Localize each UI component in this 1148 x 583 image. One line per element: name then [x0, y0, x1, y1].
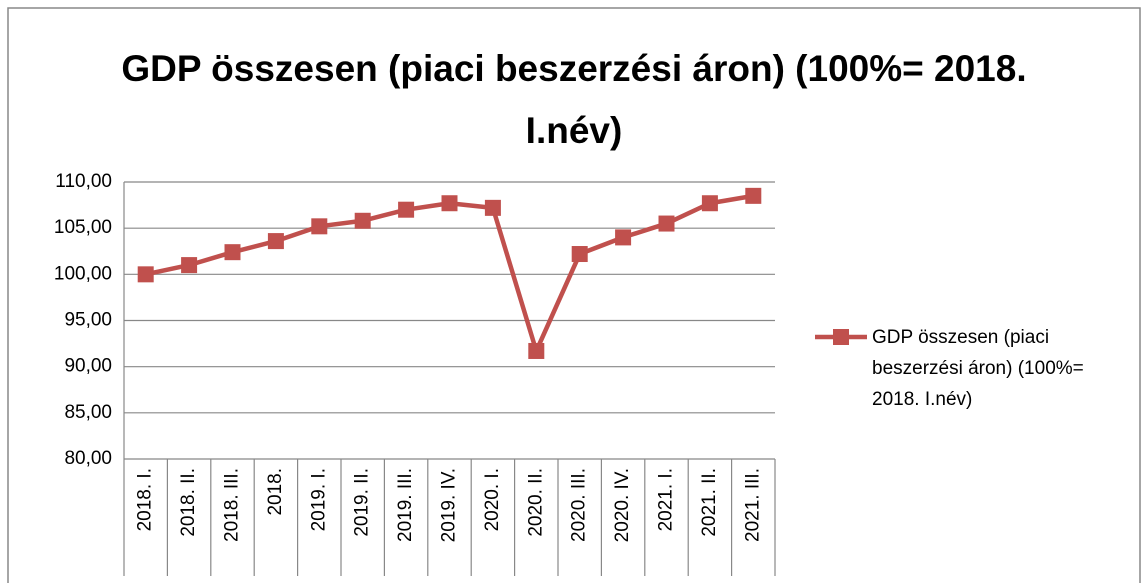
x-tick-label: 2019. I. — [308, 468, 329, 531]
y-tick-label: 80,00 — [64, 448, 112, 469]
x-tick-label: 2018. I. — [135, 468, 156, 531]
data-point — [615, 229, 632, 246]
data-point — [658, 215, 675, 232]
data-point — [224, 244, 241, 261]
data-point — [267, 233, 284, 250]
x-tick-label: 2019. III. — [395, 468, 416, 542]
y-tick-label: 100,00 — [54, 263, 112, 284]
y-tick-label: 110,00 — [55, 171, 112, 192]
data-point — [528, 342, 545, 359]
data-point — [181, 257, 198, 274]
x-tick-label: 2021. II. — [699, 468, 720, 537]
data-point — [571, 246, 588, 263]
chart-title: GDP összesen (piaci beszerzési áron) (10… — [121, 48, 1027, 151]
x-tick-label: 2018. — [265, 468, 286, 516]
data-point — [398, 201, 415, 218]
legend-label: GDP összesen (piaci beszerzési áron) (10… — [872, 327, 1084, 410]
y-tick-label: 90,00 — [64, 356, 112, 377]
data-point — [441, 195, 458, 212]
y-tick-label: 105,00 — [54, 217, 112, 238]
data-point — [701, 195, 718, 212]
data-point — [311, 218, 328, 235]
legend-marker — [833, 329, 849, 345]
data-point — [354, 212, 371, 229]
data-point — [484, 199, 501, 216]
x-tick-label: 2020. IV. — [612, 468, 633, 542]
chart-border — [7, 7, 1141, 583]
x-tick-label: 2018. III. — [222, 468, 243, 542]
data-point — [745, 187, 762, 204]
x-tick-label: 2018. II. — [178, 468, 199, 537]
data-point — [137, 266, 154, 283]
x-tick-label: 2020. II. — [525, 468, 546, 537]
x-tick-label: 2020. III. — [569, 468, 590, 542]
y-tick-label: 85,00 — [64, 402, 112, 423]
x-tick-label: 2019. IV. — [439, 468, 460, 542]
y-tick-label: 95,00 — [64, 310, 112, 331]
x-tick-label: 2021. I. — [656, 468, 677, 531]
x-tick-label: 2021. III. — [742, 468, 763, 542]
x-tick-label: 2020. I. — [482, 468, 503, 531]
x-tick-label: 2019. II. — [352, 468, 373, 537]
